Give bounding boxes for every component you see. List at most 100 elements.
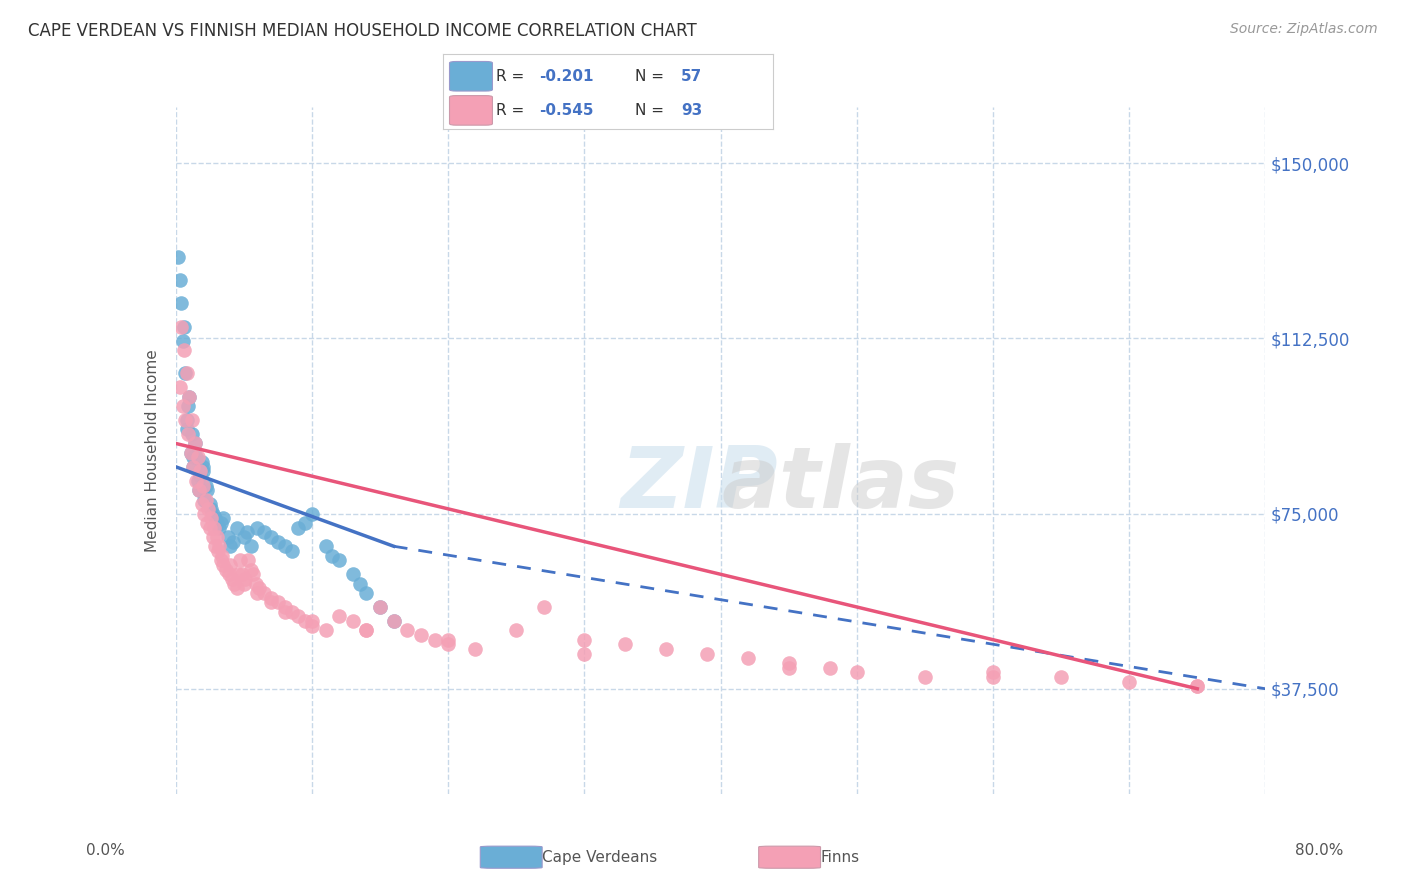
Text: N =: N = bbox=[634, 69, 668, 84]
Point bbox=[321, 549, 343, 563]
Point bbox=[184, 436, 207, 450]
Point bbox=[208, 539, 231, 553]
Point bbox=[253, 525, 276, 540]
Point bbox=[190, 455, 212, 469]
Point bbox=[574, 647, 596, 661]
Point bbox=[737, 651, 759, 665]
Point bbox=[201, 530, 224, 544]
Point bbox=[315, 539, 337, 553]
Point bbox=[181, 413, 204, 427]
Point bbox=[180, 446, 202, 460]
Point bbox=[201, 507, 224, 521]
Point bbox=[184, 436, 207, 450]
Point bbox=[186, 450, 208, 465]
Point bbox=[219, 539, 242, 553]
Point bbox=[301, 614, 323, 628]
Point bbox=[197, 501, 219, 516]
Text: ZIP: ZIP bbox=[620, 443, 778, 526]
Point bbox=[382, 614, 405, 628]
Point bbox=[914, 670, 936, 684]
Point bbox=[287, 609, 309, 624]
Point bbox=[287, 520, 309, 534]
Point bbox=[845, 665, 868, 680]
Point bbox=[239, 563, 262, 577]
Point bbox=[356, 624, 378, 638]
Point bbox=[191, 459, 214, 474]
Point bbox=[187, 483, 209, 498]
Point bbox=[328, 553, 350, 567]
Point bbox=[232, 530, 254, 544]
Point bbox=[204, 539, 226, 553]
Text: Finns: Finns bbox=[821, 850, 859, 864]
Point bbox=[218, 567, 240, 582]
Point bbox=[437, 632, 460, 647]
Point bbox=[368, 599, 391, 614]
Text: Cape Verdeans: Cape Verdeans bbox=[543, 850, 658, 864]
Point bbox=[188, 465, 211, 479]
Point bbox=[224, 576, 246, 591]
Point bbox=[202, 520, 225, 534]
Point bbox=[212, 511, 235, 525]
Point bbox=[208, 520, 231, 534]
Point bbox=[301, 507, 323, 521]
Point bbox=[176, 367, 198, 381]
Point bbox=[207, 544, 229, 558]
Point bbox=[981, 670, 1004, 684]
Point bbox=[205, 516, 228, 530]
Point bbox=[301, 618, 323, 632]
Point bbox=[173, 319, 195, 334]
Text: 80.0%: 80.0% bbox=[1295, 843, 1343, 858]
FancyBboxPatch shape bbox=[481, 847, 543, 868]
Point bbox=[183, 459, 205, 474]
Point bbox=[176, 422, 198, 436]
Point bbox=[274, 605, 297, 619]
Point bbox=[193, 492, 215, 507]
Point bbox=[236, 553, 259, 567]
Point bbox=[233, 572, 256, 586]
Point bbox=[981, 665, 1004, 680]
Point bbox=[655, 642, 678, 657]
Point bbox=[195, 483, 218, 498]
Point bbox=[215, 563, 238, 577]
Point bbox=[226, 582, 249, 596]
Point bbox=[614, 637, 637, 651]
Point bbox=[267, 595, 290, 609]
Point bbox=[242, 567, 264, 582]
Point bbox=[167, 250, 190, 264]
Text: CAPE VERDEAN VS FINNISH MEDIAN HOUSEHOLD INCOME CORRELATION CHART: CAPE VERDEAN VS FINNISH MEDIAN HOUSEHOLD… bbox=[28, 22, 697, 40]
Point bbox=[464, 642, 486, 657]
Point bbox=[188, 469, 211, 483]
Point bbox=[221, 572, 243, 586]
Point bbox=[1187, 680, 1209, 694]
Point bbox=[200, 501, 222, 516]
Point bbox=[181, 427, 204, 442]
Point bbox=[212, 558, 235, 572]
Point bbox=[209, 553, 232, 567]
Point bbox=[217, 530, 239, 544]
Point bbox=[356, 624, 378, 638]
Point bbox=[180, 446, 202, 460]
Point bbox=[183, 450, 205, 465]
Point bbox=[239, 539, 262, 553]
Point bbox=[193, 507, 215, 521]
Point bbox=[204, 511, 226, 525]
Point bbox=[409, 628, 432, 642]
Point bbox=[382, 614, 405, 628]
Point bbox=[194, 478, 217, 492]
Point bbox=[209, 516, 232, 530]
Point bbox=[280, 605, 302, 619]
Text: N =: N = bbox=[634, 103, 668, 118]
Point bbox=[246, 520, 269, 534]
Point bbox=[778, 656, 800, 670]
Point bbox=[179, 390, 201, 404]
Text: 0.0%: 0.0% bbox=[86, 843, 125, 858]
Point bbox=[183, 459, 205, 474]
Point bbox=[1118, 674, 1140, 689]
Text: Source: ZipAtlas.com: Source: ZipAtlas.com bbox=[1230, 22, 1378, 37]
Point bbox=[173, 343, 195, 357]
Point bbox=[235, 525, 257, 540]
Point bbox=[294, 614, 316, 628]
Point bbox=[267, 534, 290, 549]
Text: 93: 93 bbox=[681, 103, 702, 118]
Point bbox=[170, 296, 193, 310]
